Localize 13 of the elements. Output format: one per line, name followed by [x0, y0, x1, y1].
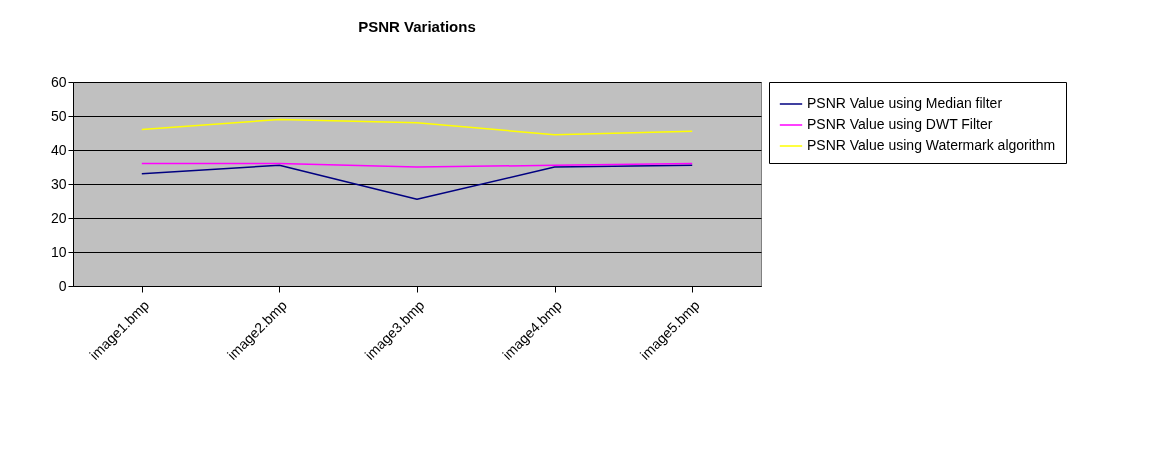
legend-label: PSNR Value using Watermark algorithm [807, 137, 1056, 153]
y-tick-label: 60 [50, 73, 67, 90]
chart-title: PSNR Variations [358, 18, 476, 35]
line-series [141, 118, 693, 136]
y-tick-label: 10 [50, 243, 67, 260]
legend-label: PSNR Value using Median filter [807, 95, 1003, 111]
legend-label: PSNR Value using DWT Filter [807, 116, 993, 132]
y-tick-label: 0 [58, 277, 67, 294]
y-tick-label: 50 [50, 107, 67, 124]
y-tick-label: 20 [50, 209, 67, 226]
y-tick-label: 40 [50, 141, 67, 158]
y-tick-label: 30 [50, 175, 67, 192]
line-series [141, 164, 693, 201]
